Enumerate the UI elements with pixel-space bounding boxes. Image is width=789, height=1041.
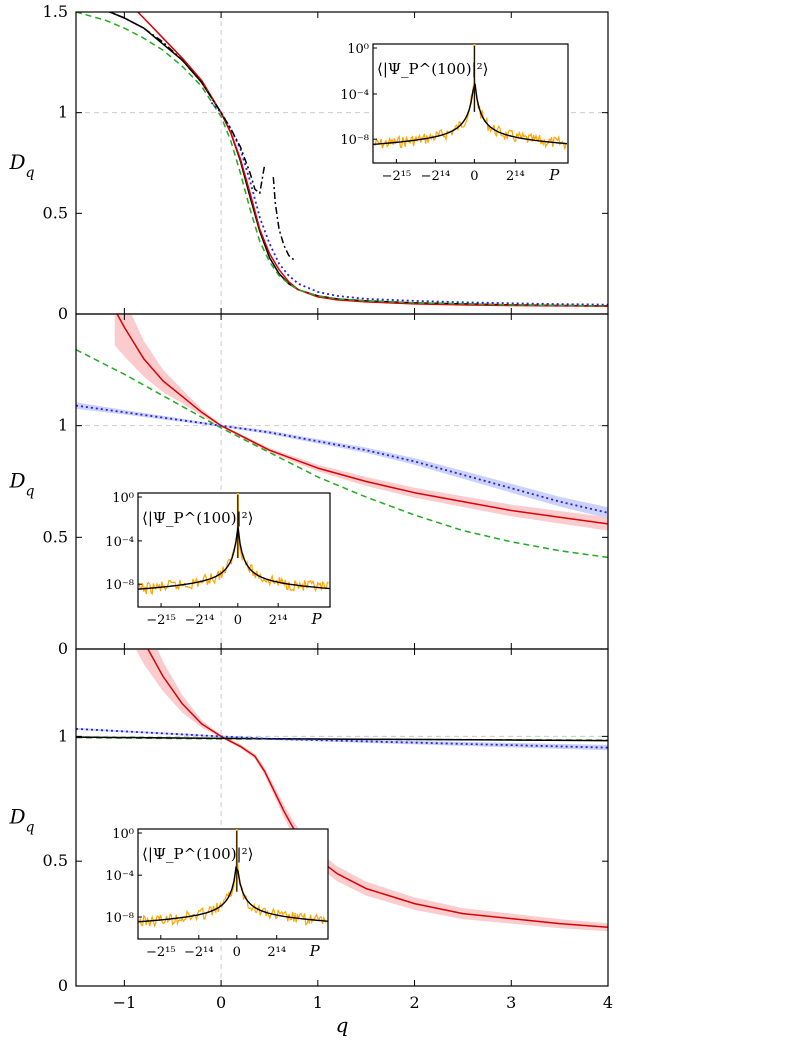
panel-2: 0 0.5 1 Dq 10⁰ 10⁻⁴ 10⁻⁸ −2¹⁵ −2¹⁴ 0 2¹⁴ P ⟨|Ψ_P^(10…: [8, 313, 609, 658]
x-tick-label: 2: [409, 993, 419, 1012]
inset-x-tick-label: 0: [233, 945, 241, 960]
x-tick-label: 0: [216, 993, 226, 1012]
inset-plot: [138, 493, 330, 596]
inset-2: 10⁰ 10⁻⁴ 10⁻⁸ −2¹⁵ −2¹⁴ 0 2¹⁴ P ⟨|Ψ_P^(100)|²⟩: [105, 491, 331, 628]
plot-area: [76, 649, 608, 986]
y-axis-label: Dq: [8, 805, 34, 836]
y-tick-label: 1: [58, 726, 68, 745]
y-tick-label: 1: [58, 103, 68, 122]
inset-y-label: ⟨|Ψ_P^(100)|²⟩: [142, 845, 253, 863]
inset-y-tick-label: 10⁻⁴: [340, 88, 369, 103]
inset-x-label: P: [311, 610, 323, 628]
x-tick-label: 3: [506, 993, 516, 1012]
x-tick-label: 1: [313, 993, 323, 1012]
series-1-line: [146, 649, 608, 929]
inset-y-tick-label: 10⁰: [347, 42, 369, 57]
inset-1: 10⁰ 10⁻⁴ 10⁻⁸ −2¹⁵ −2¹⁴ 0 2¹⁴ P ⟨|Ψ_P^(100)|²⟩: [340, 42, 569, 184]
y-tick-label: 0: [58, 639, 68, 658]
series-3-line: [76, 736, 608, 742]
inset-fit-line: [138, 865, 328, 923]
series-3-line: [76, 12, 608, 307]
inset-y-tick-label: 10⁻⁴: [105, 535, 134, 550]
series-4-line: [76, 728, 608, 749]
y-axis-label: Dq: [8, 469, 34, 500]
inset-x-tick-label: −2¹⁵: [382, 169, 412, 184]
series-4-line: [210, 101, 608, 306]
inset-y-label: ⟨|Ψ_P^(100)|²⟩: [142, 509, 253, 527]
inset-x-tick-label: 2¹⁴: [267, 945, 286, 960]
y-tick-label: 0.5: [43, 851, 68, 870]
y-tick-label: 0.5: [43, 203, 68, 222]
series-6-line: [272, 177, 295, 261]
series-4-error-band: [76, 727, 608, 751]
inset-data-line: [138, 860, 327, 928]
inset-plot: [373, 44, 568, 151]
inset-plot: [138, 829, 328, 928]
inset-x-label: P: [309, 942, 321, 960]
inset-y-tick-label: 10⁰: [112, 491, 134, 506]
y-tick-label: 0: [58, 304, 68, 323]
inset-x-label: P: [548, 166, 560, 184]
panel-3: 0 0.5 1 −1 0 1 2 3 4 q Dq 10⁰ 10⁻⁴ 10⁻⁸ −2¹⁵ −2¹⁴ 0 2¹⁴ P ⟨…: [8, 648, 613, 1037]
series-1-error-band: [114, 314, 608, 531]
series-2-line: [76, 349, 608, 559]
plot-area: [76, 314, 608, 649]
y-tick-label: 1: [58, 416, 68, 435]
inset-y-tick-label: 10⁻⁸: [340, 133, 369, 148]
inset-x-tick-label: 0: [470, 169, 478, 184]
inset-x-tick-label: −2¹⁴: [184, 945, 214, 960]
y-tick-label: 0.5: [43, 527, 68, 546]
inset-y-label: ⟨|Ψ_P^(100)|²⟩: [377, 60, 488, 78]
series-1-line: [116, 314, 608, 525]
y-tick-label: 0: [58, 976, 68, 995]
y-tick-label: 1.5: [43, 2, 68, 21]
x-tick-label: −1: [113, 993, 137, 1012]
inset-y-tick-label: 10⁻⁸: [105, 578, 134, 593]
inset-3: 10⁰ 10⁻⁴ 10⁻⁸ −2¹⁵ −2¹⁴ 0 2¹⁴ P ⟨|Ψ_P^(100)|²⟩: [105, 827, 329, 960]
plot-area: [76, 12, 608, 314]
series-2-line: [136, 12, 608, 308]
inset-fit-line: [138, 526, 330, 590]
inset-fit-line: [373, 83, 568, 146]
series-3-error-band: [76, 402, 608, 519]
plot-frame: [75, 648, 609, 987]
inset-y-tick-label: 10⁰: [112, 827, 134, 842]
panel-1: 0 0.5 1 1.5 Dq 10⁰ 10⁻⁴ 10⁻⁸ −2¹⁵ −2¹⁴ 0 2¹⁴ P ⟨|Ψ_P^…: [8, 2, 609, 323]
inset-x-tick-label: −2¹⁴: [421, 169, 451, 184]
inset-x-tick-label: −2¹⁵: [146, 613, 176, 628]
inset-y-tick-label: 10⁻⁴: [105, 869, 134, 884]
inset-x-tick-label: −2¹⁴: [185, 613, 215, 628]
inset-x-tick-label: 2¹⁴: [269, 613, 288, 628]
x-axis-label: q: [336, 1013, 349, 1037]
inset-x-tick-label: 0: [234, 613, 242, 628]
inset-x-tick-label: 2¹⁴: [506, 169, 525, 184]
x-tick-label: 4: [603, 993, 613, 1012]
inset-x-tick-label: −2¹⁵: [146, 945, 176, 960]
y-axis-label: Dq: [8, 150, 34, 181]
series-5-line: [107, 12, 266, 194]
inset-y-tick-label: 10⁻⁸: [105, 911, 134, 926]
